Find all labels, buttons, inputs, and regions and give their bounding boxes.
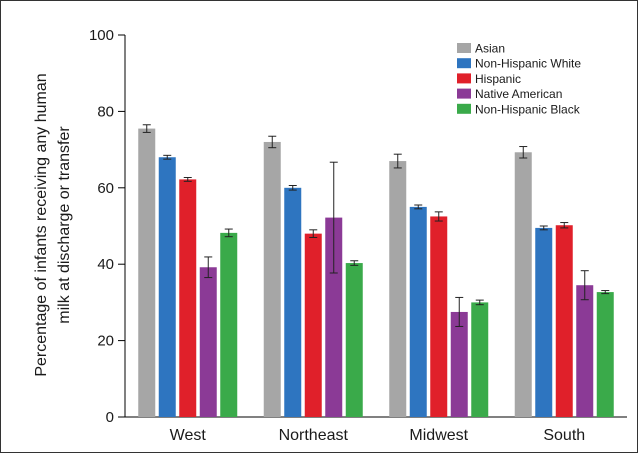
y-tick-label: 40 [97, 256, 114, 273]
legend-swatch [457, 73, 471, 84]
bar [514, 152, 532, 418]
y-tick-label: 80 [97, 103, 114, 120]
bar [576, 285, 594, 417]
legend-swatch [457, 58, 471, 69]
legend-label: Native American [475, 87, 562, 101]
legend-label: Non-Hispanic White [475, 57, 581, 71]
y-tick-label: 60 [97, 180, 114, 197]
bar [158, 157, 176, 418]
bar [263, 141, 281, 417]
y-axis-label-line-1: Percentage of infants receiving any huma… [33, 73, 50, 376]
legend-label: Asian [475, 42, 505, 56]
bar [345, 263, 363, 417]
legend-label: Non-Hispanic Black [475, 102, 581, 116]
bar [199, 267, 217, 417]
bar [450, 311, 468, 417]
y-axis-label-line-2: milk at discharge or transfer [56, 126, 73, 324]
x-tick-label: South [543, 427, 585, 444]
y-tick-label: 20 [97, 333, 114, 350]
x-tick-label: West [170, 427, 207, 444]
bar [389, 161, 407, 417]
bar [179, 179, 197, 417]
bar [284, 187, 302, 417]
legend-label: Hispanic [475, 72, 521, 86]
bar [596, 292, 614, 417]
legend-swatch [457, 103, 471, 114]
legend-swatch [457, 88, 471, 99]
legend-swatch [457, 43, 471, 53]
bar [555, 225, 573, 417]
bar [220, 232, 238, 417]
bar [409, 206, 427, 417]
y-tick-label: 100 [89, 27, 114, 44]
bars [138, 124, 614, 418]
y-axis: 0 20 40 60 80 100 [89, 27, 126, 426]
x-tick-label: Midwest [409, 427, 468, 444]
bar [325, 217, 343, 417]
bar [471, 302, 489, 417]
y-tick-label: 0 [106, 409, 114, 426]
bar [430, 216, 448, 417]
bar [535, 227, 553, 417]
x-tick-label: Northeast [279, 427, 349, 444]
bar [304, 233, 322, 417]
bar [138, 128, 156, 417]
